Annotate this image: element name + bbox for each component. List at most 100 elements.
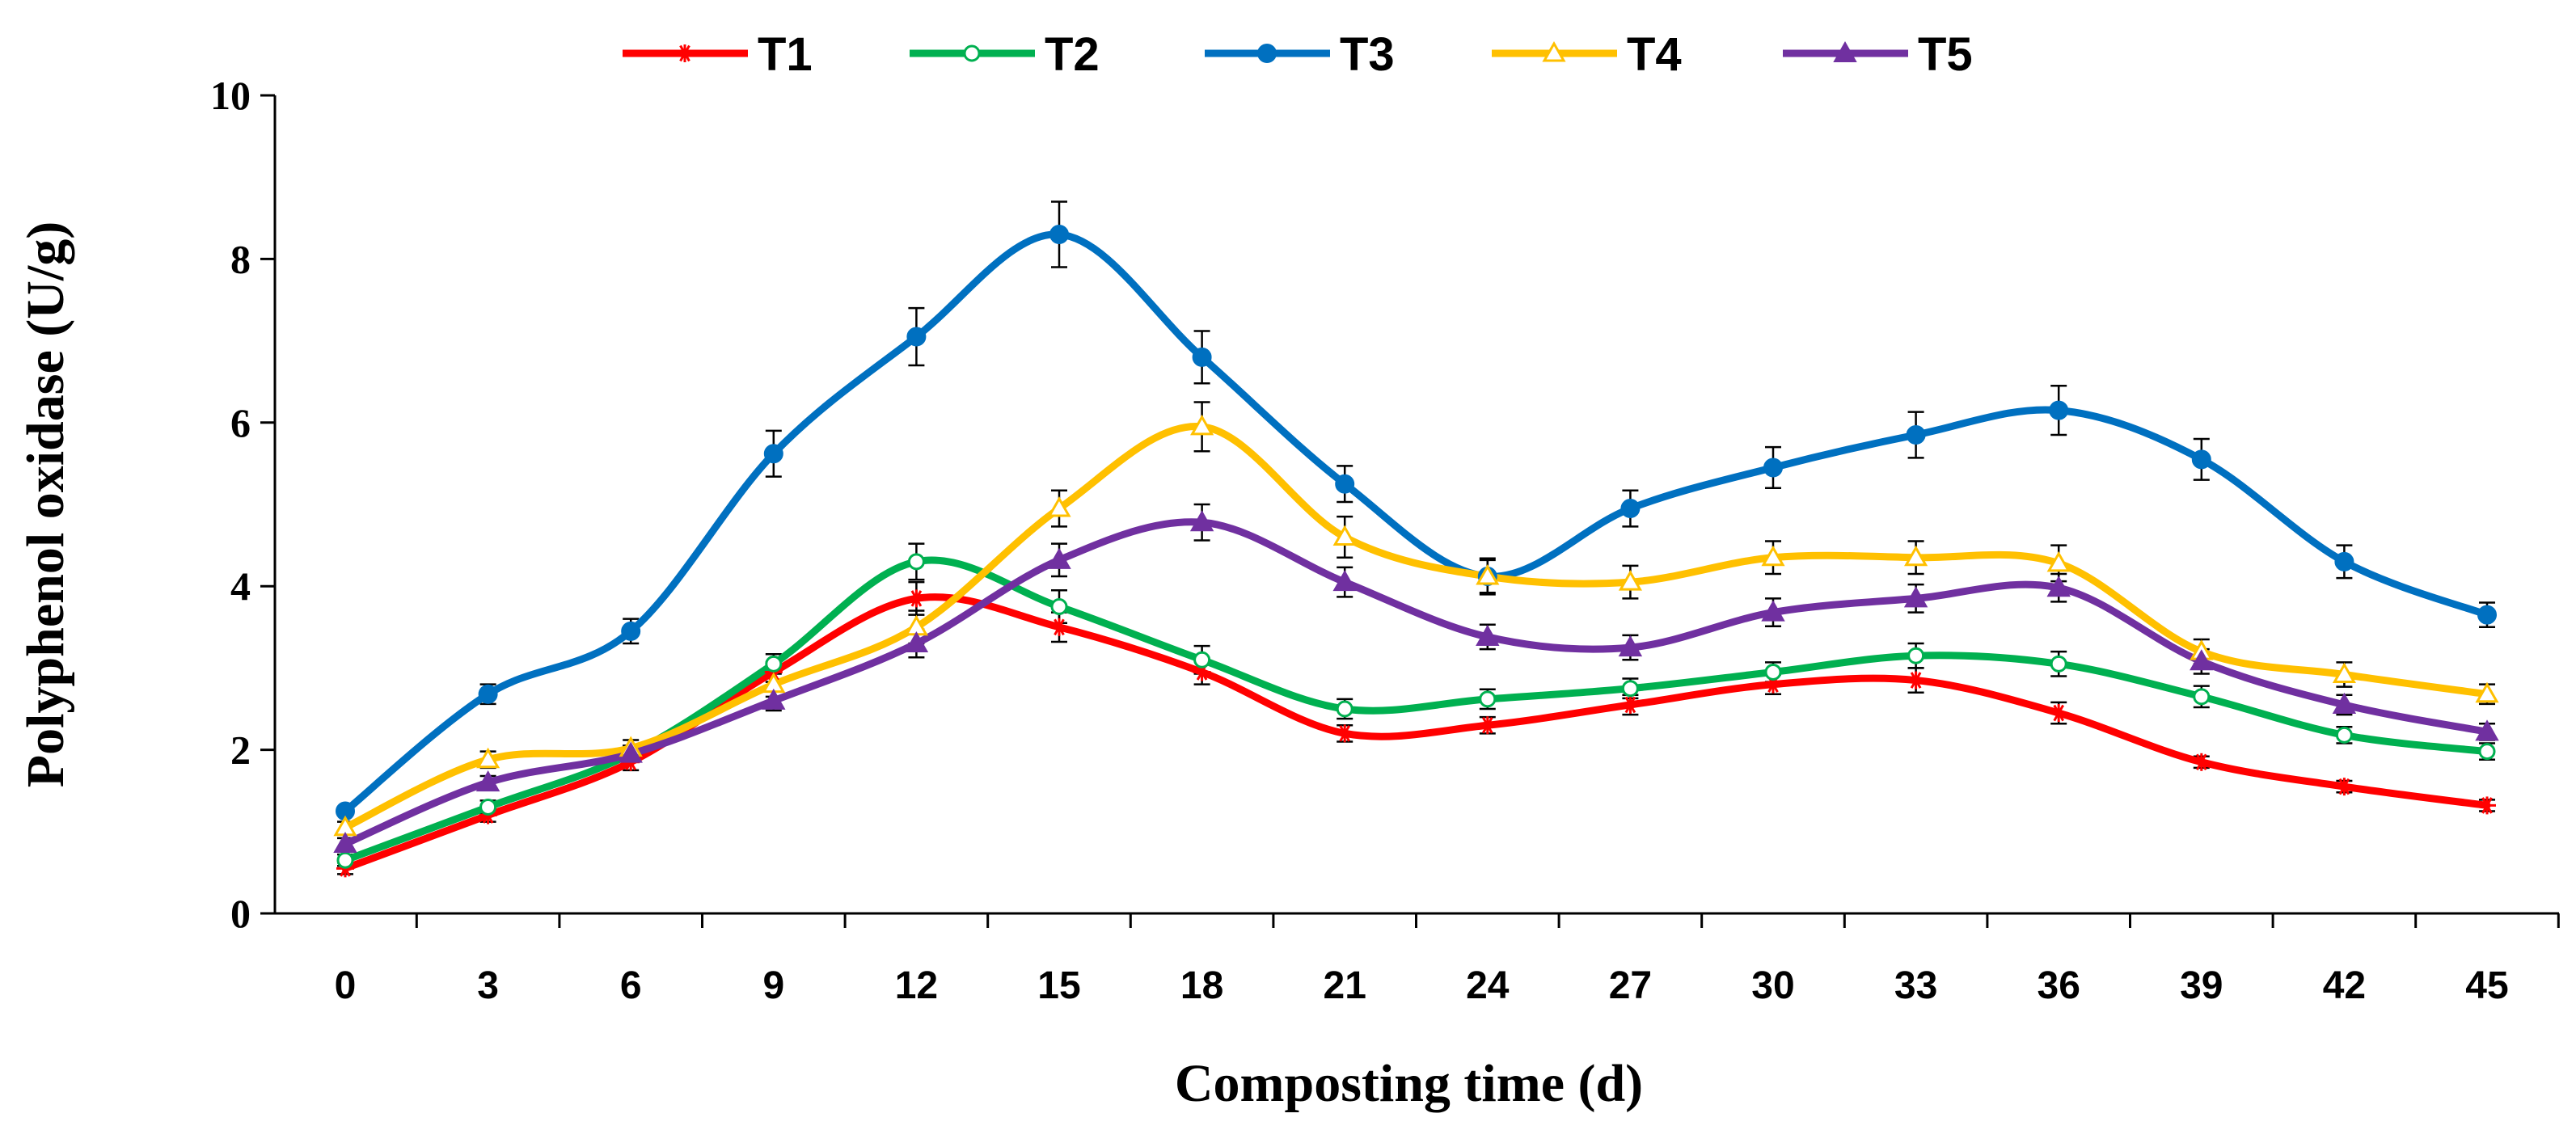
y-tick-label: 0: [230, 891, 251, 936]
data-point-t1: [1336, 724, 1354, 743]
data-point-t2: [1336, 700, 1353, 718]
data-point-t3: [2334, 551, 2354, 571]
data-point-t4: [1618, 570, 1642, 591]
y-tick-label: 4: [230, 563, 251, 609]
legend: T1 T2 T3 T4 T5: [623, 28, 1973, 81]
data-point-t3: [1906, 424, 1926, 445]
x-ticks: 0 3 6 9 12 15 18 21 24 27 30 33 36 39 42 45: [335, 913, 2560, 1007]
data-point-t2: [1907, 647, 1925, 664]
legend-item-t3: T3: [1205, 28, 1395, 81]
x-tick-label: 12: [895, 964, 938, 1007]
data-point-t2: [2335, 726, 2353, 744]
data-point-t3: [1192, 347, 1212, 367]
series-line-t2: [341, 556, 2491, 864]
data-point-t2: [1621, 680, 1639, 698]
data-point-t5: [2332, 692, 2357, 714]
x-tick-label: 24: [1466, 964, 1510, 1007]
data-point-t1: [2335, 778, 2354, 796]
data-point-t4: [1761, 545, 1785, 567]
legend-label-t1: T1: [758, 28, 813, 81]
x-axis-title: Composting time (d): [1175, 1054, 1643, 1113]
legend-label-t4: T4: [1627, 28, 1682, 81]
data-point-t3: [2049, 400, 2069, 420]
x-tick-label: 30: [1751, 964, 1794, 1007]
data-point-t5: [762, 688, 786, 710]
data-point-t2: [336, 851, 354, 869]
x-tick-label: 15: [1037, 964, 1080, 1007]
legend-marker-t1: [676, 44, 694, 62]
data-point-t4: [1332, 525, 1357, 546]
x-tick-label: 39: [2180, 964, 2223, 1007]
data-point-t3: [1620, 499, 1641, 519]
legend-item-t4: T4: [1492, 28, 1682, 81]
data-point-t1: [1907, 671, 1925, 690]
y-tick-label: 8: [230, 236, 251, 281]
data-point-t5: [1332, 570, 1357, 592]
data-point-t1: [2192, 753, 2211, 771]
data-point-t3: [1049, 225, 1069, 245]
legend-item-t2: T2: [910, 28, 1100, 81]
data-point-t2: [2478, 743, 2496, 761]
data-point-t5: [619, 741, 643, 763]
data-point-t3: [906, 327, 927, 347]
series-line-t3: [341, 230, 2491, 815]
data-point-t4: [1904, 545, 1928, 567]
data-point-t5: [1476, 624, 1500, 646]
data-point-t4: [1190, 414, 1214, 436]
data-point-t5: [2190, 649, 2214, 671]
data-point-t4: [476, 747, 500, 769]
y-tick-label: 2: [230, 727, 251, 773]
data-point-t3: [1335, 474, 1355, 494]
legend-item-t1: T1: [623, 28, 813, 81]
y-axis-title: Polyphenol oxidase (U/g): [16, 221, 75, 787]
data-point-t2: [1193, 651, 1211, 668]
x-tick-label: 42: [2323, 964, 2366, 1007]
x-tick-label: 27: [1609, 964, 1652, 1007]
data-point-t2: [1050, 598, 1068, 615]
data-point-t4: [2046, 550, 2071, 572]
legend-marker-t4: [1542, 40, 1566, 62]
series-markers: [333, 225, 2499, 878]
data-point-t3: [763, 444, 783, 464]
legend-label-t3: T3: [1340, 28, 1395, 81]
legend-marker-t2: [963, 44, 981, 62]
x-tick-label: 0: [335, 964, 357, 1007]
data-point-t3: [478, 684, 498, 704]
data-point-t5: [1189, 510, 1214, 532]
data-point-t2: [2050, 655, 2067, 673]
series-lines: [341, 230, 2491, 872]
data-point-t5: [475, 770, 500, 792]
data-point-t5: [2046, 576, 2071, 597]
data-point-t5: [1047, 547, 1071, 569]
data-point-t4: [1047, 496, 1071, 517]
data-point-t2: [765, 655, 783, 673]
data-point-t4: [2475, 681, 2499, 703]
x-tick-label: 9: [762, 964, 784, 1007]
data-point-t2: [1764, 663, 1782, 681]
x-tick-label: 6: [620, 964, 642, 1007]
data-point-t1: [2478, 796, 2496, 815]
x-tick-label: 3: [477, 964, 499, 1007]
legend-item-t5: T5: [1783, 28, 1973, 81]
data-point-t4: [2332, 662, 2356, 683]
data-point-t2: [1479, 690, 1497, 708]
y-tick-label: 10: [210, 73, 251, 118]
data-point-t5: [904, 631, 929, 653]
data-point-t2: [907, 553, 925, 571]
data-point-t1: [1478, 716, 1497, 735]
data-point-t3: [1763, 458, 1783, 478]
data-point-t4: [1476, 564, 1500, 585]
data-point-t1: [2050, 704, 2068, 723]
x-tick-label: 33: [1894, 964, 1937, 1007]
series-line-t4: [341, 423, 2491, 832]
legend-marker-t3: [1257, 44, 1277, 63]
data-point-t3: [2191, 449, 2211, 470]
x-tick-label: 21: [1324, 964, 1366, 1007]
data-point-t3: [2477, 605, 2497, 625]
data-point-t3: [621, 621, 641, 641]
data-point-t2: [479, 798, 497, 816]
data-point-t5: [1618, 635, 1643, 657]
legend-marker-t5: [1833, 40, 1857, 62]
legend-label-t2: T2: [1045, 28, 1100, 81]
